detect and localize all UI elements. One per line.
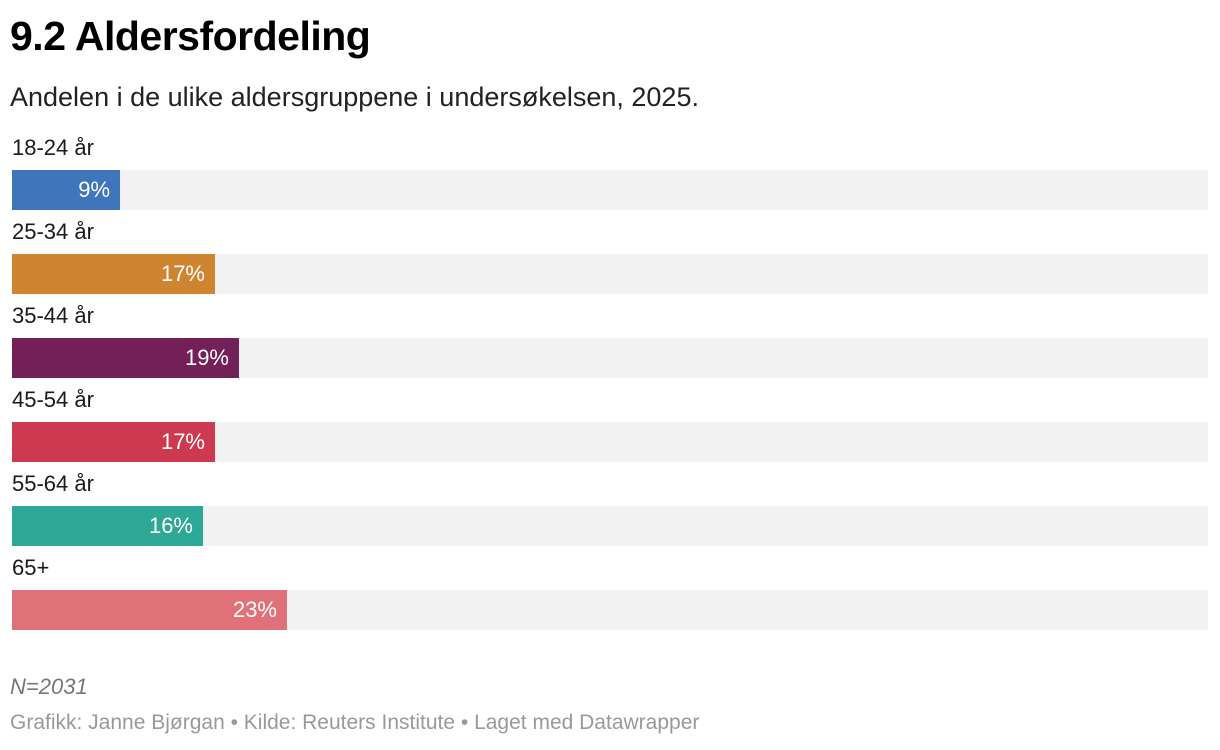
- value-label: 17%: [160, 261, 205, 286]
- value-label: 16%: [148, 513, 193, 538]
- chart-title: 9.2 Aldersfordeling: [10, 13, 371, 59]
- value-label: 19%: [184, 345, 229, 370]
- category-label: 65+: [12, 555, 50, 580]
- bar: 16%: [12, 506, 203, 546]
- bar-track: 16%: [12, 506, 1208, 546]
- bar-row: 25-34 år 17%: [12, 214, 1208, 298]
- bar-row: 55-64 år 16%: [12, 466, 1208, 550]
- bar-track: 17%: [12, 254, 1208, 294]
- bar-track: 23%: [12, 590, 1208, 630]
- bar: 9%: [12, 170, 120, 210]
- category-label: 45-54 år: [12, 387, 94, 412]
- category-label: 55-64 år: [12, 471, 94, 496]
- bar-row: 65+ 23%: [12, 550, 1208, 634]
- bar-row: 18-24 år 9%: [12, 130, 1208, 214]
- bar-track: 19%: [12, 338, 1208, 378]
- bar: 17%: [12, 422, 215, 462]
- value-label: 17%: [160, 429, 205, 454]
- bar: 17%: [12, 254, 215, 294]
- value-label: 23%: [232, 597, 277, 622]
- bar: 23%: [12, 590, 287, 630]
- category-label: 35-44 år: [12, 303, 94, 328]
- chart-subtitle: Andelen i de ulike aldersgruppene i unde…: [10, 82, 699, 112]
- bar-track: 9%: [12, 170, 1208, 210]
- bar-track: 17%: [12, 422, 1208, 462]
- source-credits: Grafikk: Janne Bjørgan • Kilde: Reuters …: [10, 711, 700, 734]
- sample-size-note: N=2031: [10, 674, 88, 699]
- bar-row: 45-54 år 17%: [12, 382, 1208, 466]
- category-label: 18-24 år: [12, 135, 94, 160]
- category-label: 25-34 år: [12, 219, 94, 244]
- bar-row: 35-44 år 19%: [12, 298, 1208, 382]
- value-label: 9%: [78, 177, 110, 202]
- bar: 19%: [12, 338, 239, 378]
